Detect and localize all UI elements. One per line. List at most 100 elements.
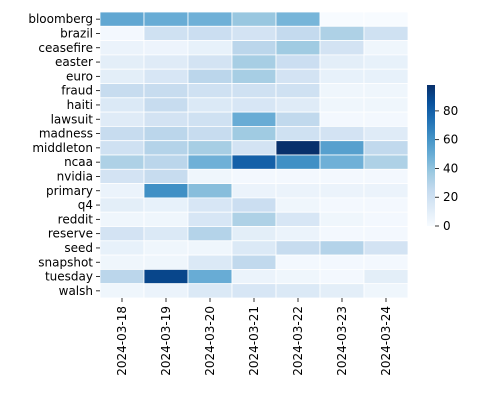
heatmap-cell (319, 11, 365, 27)
heatmap-cell (143, 111, 189, 127)
heatmap-cell (275, 11, 321, 27)
colorbar-gradient (427, 85, 435, 226)
heatmap-cell (275, 25, 321, 41)
heatmap-cell (231, 268, 277, 285)
colorbar-tick-label: 20 (443, 190, 458, 204)
heatmap-cell (143, 283, 189, 299)
heatmap-cell (363, 126, 409, 142)
heatmap-cell (187, 211, 233, 227)
heatmap-cell (99, 283, 145, 299)
heatmap-cell (231, 25, 277, 41)
heatmap-cell (363, 97, 409, 113)
y-tick-label: reserve (48, 227, 93, 241)
heatmap-cell (143, 25, 189, 41)
heatmap-cell (143, 40, 189, 56)
heatmap-cell (143, 83, 189, 99)
heatmap-cell (275, 140, 321, 156)
heatmap-cell (187, 154, 233, 170)
heatmap-cell (319, 54, 365, 70)
heatmap-cell (231, 240, 277, 256)
y-tick-label: euro (66, 69, 93, 83)
heatmap-cell (319, 97, 365, 113)
heatmap-cell (275, 211, 321, 227)
colorbar: 0 20 40 60 80 (427, 85, 458, 233)
heatmap-cell (231, 97, 277, 113)
heatmap-cell (319, 40, 365, 56)
heatmap-cells (99, 11, 409, 299)
heatmap-cell (275, 268, 321, 285)
heatmap-cell (143, 254, 189, 270)
heatmap-cell (231, 154, 277, 170)
heatmap-cell (99, 226, 145, 242)
heatmap-cell (99, 126, 145, 142)
heatmap-cell (143, 68, 189, 84)
heatmap-cell (99, 25, 145, 41)
heatmap-cell (363, 140, 409, 156)
heatmap-cell (187, 126, 233, 142)
heatmap-cell (143, 126, 189, 142)
heatmap-cell (319, 197, 365, 213)
y-tick-label: ceasefire (38, 41, 93, 55)
heatmap-cell (143, 54, 189, 70)
heatmap-cell (363, 154, 409, 170)
heatmap-cell (231, 83, 277, 99)
heatmap-cell (187, 254, 233, 270)
heatmap-cell (275, 68, 321, 84)
y-tick-label: brazil (60, 26, 93, 40)
heatmap-cell (363, 168, 409, 185)
heatmap-cell (319, 68, 365, 84)
heatmap-cell (187, 83, 233, 99)
heatmap-cell (99, 140, 145, 156)
y-tick-label: middleton (32, 141, 93, 155)
heatmap-cell (231, 11, 277, 27)
heatmap-cell (363, 183, 409, 199)
heatmap-cell (363, 54, 409, 70)
heatmap-cell (319, 140, 365, 156)
heatmap-cell (231, 68, 277, 84)
heatmap-cell (143, 183, 189, 199)
heatmap-cell (231, 254, 277, 270)
heatmap-cell (99, 11, 145, 27)
heatmap-cell (231, 168, 277, 185)
heatmap-cell (99, 54, 145, 70)
heatmap-cell (231, 226, 277, 242)
heatmap-cell (319, 25, 365, 41)
heatmap-cell (363, 68, 409, 84)
y-tick-label: easter (55, 55, 93, 69)
x-tick-labels: 2024-03-18 2024-03-19 2024-03-20 2024-03-21… (115, 298, 393, 376)
colorbar-tick-label: 40 (443, 161, 458, 175)
heatmap-cell (275, 97, 321, 113)
y-tick-label: seed (64, 241, 93, 255)
heatmap-cell (319, 283, 365, 299)
x-tick-label: 2024-03-19 (159, 306, 173, 376)
heatmap-cell (187, 283, 233, 299)
y-tick-label: fraud (61, 84, 93, 98)
heatmap-cell (231, 54, 277, 70)
heatmap-cell (143, 268, 189, 285)
y-tick-label: walsh (59, 284, 93, 298)
heatmap-cell (187, 183, 233, 199)
heatmap-cell (187, 68, 233, 84)
heatmap-cell (275, 126, 321, 142)
y-tick-labels: bloombergbrazilceasefireeastereurofraudh… (28, 12, 100, 298)
y-tick-label: reddit (58, 212, 94, 226)
heatmap-cell (275, 254, 321, 270)
heatmap-cell (143, 140, 189, 156)
heatmap-cell (143, 211, 189, 227)
heatmap-cell (363, 268, 409, 285)
y-tick-label: primary (46, 184, 93, 198)
x-tick-label: 2024-03-20 (203, 306, 217, 376)
heatmap-cell (319, 240, 365, 256)
heatmap-cell (275, 83, 321, 99)
heatmap-cell (319, 268, 365, 285)
heatmap-cell (143, 240, 189, 256)
heatmap-cell (99, 197, 145, 213)
heatmap-cell (319, 111, 365, 127)
y-tick-label: tuesday (45, 270, 93, 284)
heatmap-cell (319, 154, 365, 170)
heatmap-cell (143, 168, 189, 185)
heatmap-cell (99, 40, 145, 56)
heatmap-cell (187, 140, 233, 156)
heatmap-cell (319, 83, 365, 99)
